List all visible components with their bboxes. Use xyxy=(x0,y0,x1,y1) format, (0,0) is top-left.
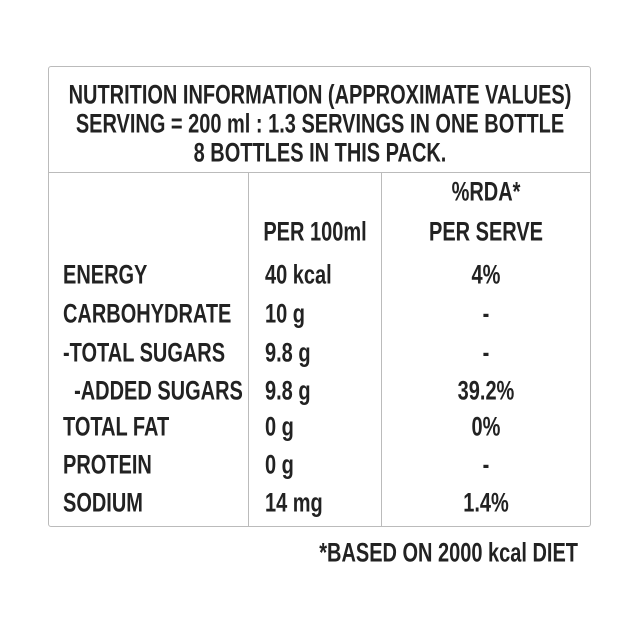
nutrient-name: -ADDED SUGARS xyxy=(63,375,243,406)
nutrient-name: SODIUM xyxy=(63,487,143,518)
per-100ml-value: 14 mg xyxy=(265,487,323,518)
nutrient-name: -TOTAL SUGARS xyxy=(63,337,226,368)
nutrient-name: TOTAL FAT xyxy=(63,411,170,442)
column-header: PER 100ml xyxy=(263,216,367,247)
title-line: 8 BOTTLES IN THIS PACK. xyxy=(193,137,447,168)
rda-value: - xyxy=(482,298,490,329)
nutrient-name: PROTEIN xyxy=(63,449,152,480)
column-header: %RDA* xyxy=(451,176,521,207)
nutrient-name: ENERGY xyxy=(63,259,148,290)
per-100ml-value: 0 g xyxy=(265,449,294,480)
footnote: *BASED ON 2000 kcal DIET xyxy=(319,537,578,568)
rda-value: - xyxy=(482,337,490,368)
per-100ml-value: 0 g xyxy=(265,411,294,442)
nutrient-name: CARBOHYDRATE xyxy=(63,298,232,329)
per-100ml-value: 40 kcal xyxy=(265,259,332,290)
table-border xyxy=(48,66,591,527)
per-100ml-value: 10 g xyxy=(265,298,305,329)
divider xyxy=(248,172,249,527)
divider xyxy=(48,172,591,173)
divider xyxy=(381,172,382,527)
column-header: PER SERVE xyxy=(428,216,544,247)
title-line: SERVING = 200 ml : 1.3 SERVINGS IN ONE B… xyxy=(75,108,565,139)
rda-value: 4% xyxy=(471,259,501,290)
title-line: NUTRITION INFORMATION (APPROXIMATE VALUE… xyxy=(68,79,572,110)
rda-value: 0% xyxy=(471,411,501,442)
per-100ml-value: 9.8 g xyxy=(265,337,311,368)
per-100ml-value: 9.8 g xyxy=(265,375,311,406)
rda-value: 1.4% xyxy=(463,487,509,518)
rda-value: - xyxy=(482,449,490,480)
rda-value: 39.2% xyxy=(457,375,515,406)
